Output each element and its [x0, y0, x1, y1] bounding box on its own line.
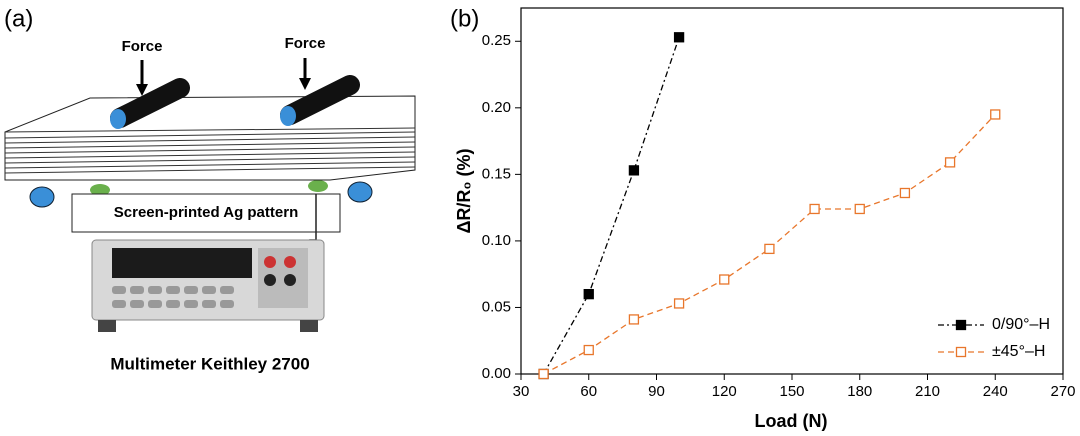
force-label: Force: [122, 38, 163, 55]
marker: [955, 346, 967, 358]
pattern-box: [71, 193, 341, 233]
y-tick-label: 0.00: [482, 365, 511, 382]
marker: [899, 187, 911, 199]
y-axis-label: ΔR/R₀ (%): [454, 148, 474, 233]
panel-label: (a): [4, 5, 33, 32]
panel-label: (b): [450, 5, 479, 32]
x-axis-label: Load (N): [755, 411, 828, 431]
x-tick-label: 240: [983, 383, 1008, 400]
plot-frame: [520, 7, 1064, 375]
marker: [955, 319, 967, 331]
pattern-label: Screen-printed Ag pattern: [114, 204, 298, 221]
support-roller: [347, 181, 373, 203]
support-roller: [29, 186, 55, 208]
marker: [990, 109, 1001, 120]
device-label: Multimeter Keithley 2700: [110, 354, 309, 373]
marker: [583, 344, 594, 356]
support-pad: [308, 180, 328, 192]
arrow-head: [136, 84, 148, 96]
x-tick-label: 120: [712, 383, 737, 400]
legend-label: 0/90°–H: [992, 316, 1050, 333]
y-tick-label: 0.10: [482, 232, 511, 249]
plies: [4, 127, 416, 174]
marker: [628, 165, 640, 176]
y-tick-label: 0.05: [482, 298, 511, 315]
x-tick-label: 150: [779, 383, 804, 400]
x-tick-label: 270: [1050, 383, 1075, 400]
marker: [628, 314, 640, 325]
marker: [538, 368, 549, 380]
y-tick-label: 0.15: [482, 165, 511, 182]
marker: [854, 203, 865, 215]
support-pad: [90, 184, 110, 196]
marker: [764, 243, 775, 255]
specimen-diagram: [4, 58, 416, 208]
x-tick-label: 210: [915, 383, 940, 400]
marker: [673, 32, 685, 43]
arrow-head: [299, 78, 311, 90]
marker: [809, 203, 820, 215]
series-line: [543, 114, 996, 375]
multimeter: [91, 239, 325, 332]
marker: [673, 298, 685, 309]
roller-end: [280, 106, 296, 126]
x-tick-label: 60: [580, 383, 597, 400]
x-tick-label: 30: [513, 383, 530, 400]
marker: [719, 274, 730, 285]
roller-end: [110, 109, 126, 129]
marker: [944, 157, 956, 168]
plot: 30 60 90 120 150 180 210 240 270 0.00 0.05 0.10 0.15…: [482, 32, 1076, 400]
marker: [583, 288, 594, 300]
legend-label: ±45°–H: [992, 343, 1045, 360]
x-tick-label: 90: [648, 383, 665, 400]
series-line: [543, 37, 680, 375]
y-tick-label: 0.20: [482, 99, 511, 116]
load-roller: [280, 75, 360, 125]
load-roller: [110, 78, 190, 128]
force-label: Force: [285, 35, 326, 52]
y-tick-label: 0.25: [482, 32, 511, 49]
x-tick-label: 180: [847, 383, 872, 400]
